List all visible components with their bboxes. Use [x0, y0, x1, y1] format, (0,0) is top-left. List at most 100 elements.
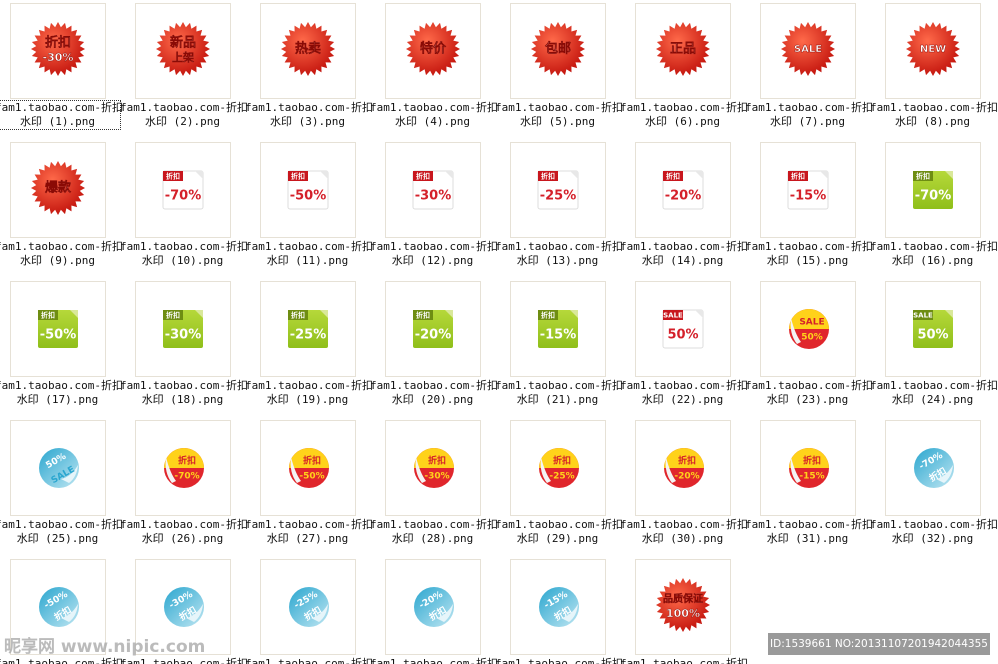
- thumbnail[interactable]: 折扣 -30%: [385, 420, 481, 516]
- file-name[interactable]: fam1.taobao.com-折扣 水印 (28).png: [370, 518, 498, 546]
- thumbnail[interactable]: 折扣 -50%: [10, 281, 106, 377]
- file-name[interactable]: fam1.taobao.com-折扣 水印 (11).png: [245, 240, 373, 268]
- thumbnail[interactable]: -70% 折扣: [885, 420, 981, 516]
- badge-text: -20%: [674, 472, 699, 482]
- thumbnail[interactable]: 折扣 -30%: [385, 142, 481, 238]
- file-name[interactable]: fam1.taobao.com-折扣 水印 (5).png: [495, 101, 623, 129]
- file-name[interactable]: fam1.taobao.com-折扣 水印 (18).png: [120, 379, 248, 407]
- thumbnail[interactable]: 折扣 -50%: [260, 420, 356, 516]
- disc-curl: [61, 604, 78, 622]
- thumbnail[interactable]: SALE 50%: [760, 281, 856, 377]
- file-name-line: fam1.taobao.com-折扣: [495, 240, 623, 253]
- thumbnail[interactable]: SALE: [760, 3, 856, 99]
- file-name[interactable]: fam1.taobao.com-折扣 水印 (10).png: [120, 240, 248, 268]
- file-name[interactable]: fam1.taobao.com-折扣 水印 (15).png: [745, 240, 873, 268]
- thumbnail[interactable]: 折扣 -20%: [635, 420, 731, 516]
- file-name-line: fam1.taobao.com-折扣: [370, 379, 498, 392]
- thumbnail[interactable]: 折扣 -70%: [135, 420, 231, 516]
- file-name[interactable]: fam1.taobao.com-折扣 水印 (14).png: [620, 240, 748, 268]
- file-name[interactable]: fam1.taobao.com-折扣 水印 (32).png: [870, 518, 998, 546]
- file-name-line: 水印 (24).png: [891, 393, 974, 406]
- thumbnail[interactable]: 折扣 -70%: [135, 142, 231, 238]
- thumbnail[interactable]: 折扣 -15%: [760, 142, 856, 238]
- file-name[interactable]: fam1.taobao.com-折扣 水印 (7).png: [745, 101, 873, 129]
- file-name[interactable]: fam1.taobao.com-折扣 水印 (1).png: [0, 100, 123, 130]
- file-name[interactable]: fam1.taobao.com-折扣 水印 (30).png: [620, 518, 748, 546]
- file-name[interactable]: fam1.taobao.com-折扣 水印 (8).png: [870, 101, 998, 129]
- file-name[interactable]: fam1.taobao.com-折扣 水印 (16).png: [870, 240, 998, 268]
- thumbnail[interactable]: 热卖: [260, 3, 356, 99]
- thumbnail[interactable]: -50% 折扣: [10, 559, 106, 655]
- thumbnail[interactable]: NEW: [885, 3, 981, 99]
- file-name[interactable]: fam1.taobao.com-折扣 水印 (29).png: [495, 518, 623, 546]
- file-name[interactable]: fam1.taobao.com-折扣 水印 (27).png: [245, 518, 373, 546]
- badge-text: 爆款: [45, 180, 72, 196]
- thumbnail[interactable]: -20% 折扣: [385, 559, 481, 655]
- file-name[interactable]: fam1.taobao.com-折扣 水印 (20).png: [370, 379, 498, 407]
- file-name-line: fam1.taobao.com-折扣: [245, 518, 373, 531]
- file-name-line: fam1.taobao.com-折扣: [620, 240, 748, 253]
- thumbnail[interactable]: SALE 50%: [885, 281, 981, 377]
- file-name[interactable]: fam1.taobao.com-折扣 水印 (3).png: [245, 101, 373, 129]
- file-name-line: 水印 (28).png: [391, 532, 474, 545]
- file-name-line: 水印 (20).png: [391, 393, 474, 406]
- file-name[interactable]: fam1.taobao.com-折扣 水印 (25).png: [0, 518, 123, 546]
- disc-top: [789, 448, 829, 468]
- thumbnail[interactable]: 折扣 -15%: [510, 281, 606, 377]
- thumbnail[interactable]: 折扣 -20%: [635, 142, 731, 238]
- thumbnail[interactable]: 折扣 -15%: [760, 420, 856, 516]
- badge-icon: 折扣 -30%: [163, 310, 203, 348]
- thumbnail[interactable]: 折扣 -25%: [260, 281, 356, 377]
- file-name[interactable]: fam1.taobao.com-折扣 水印 (31).png: [745, 518, 873, 546]
- file-name[interactable]: fam1.taobao.com-折扣 水印 (26).png: [120, 518, 248, 546]
- thumbnail[interactable]: 折扣 -50%: [260, 142, 356, 238]
- thumbnail[interactable]: -25% 折扣: [260, 559, 356, 655]
- thumbnail[interactable]: -30% 折扣: [135, 559, 231, 655]
- file-name[interactable]: fam1.taobao.com-折扣 水印 (21).png: [495, 379, 623, 407]
- file-name-line: fam1.taobao.com-折扣: [620, 657, 748, 664]
- badge-text: -50%: [40, 328, 77, 343]
- file-name[interactable]: fam1.taobao.com-折扣 水印 (2).png: [120, 101, 248, 129]
- file-name[interactable]: fam1.taobao.com-折扣 水印 (9).png: [0, 240, 123, 268]
- thumbnail[interactable]: 折扣 -25%: [510, 420, 606, 516]
- badge-text: 折扣: [791, 172, 805, 181]
- file-name-line: 水印 (30).png: [641, 532, 724, 545]
- thumbnail[interactable]: 折扣 -30%: [10, 3, 106, 99]
- file-name-line: 水印 (17).png: [16, 393, 99, 406]
- thumbnail[interactable]: 折扣 -25%: [510, 142, 606, 238]
- badge-text: 正品: [670, 42, 696, 57]
- file-name[interactable]: fam1.taobao.com-折扣 水印 (17).png: [0, 379, 123, 407]
- thumbnail[interactable]: 折扣 -70%: [885, 142, 981, 238]
- thumbnail[interactable]: 包邮: [510, 3, 606, 99]
- thumbnail[interactable]: 正品: [635, 3, 731, 99]
- starburst: [281, 22, 335, 76]
- tag-corner: [38, 310, 58, 320]
- file-name[interactable]: fam1.taobao.com-折扣 水印 (24).png: [870, 379, 998, 407]
- file-name[interactable]: fam1.taobao.com-折扣 水印 (19).png: [245, 379, 373, 407]
- badge-text: -30%: [43, 51, 74, 64]
- file-name[interactable]: fam1.taobao.com-折扣 水印 (6).png: [620, 101, 748, 129]
- thumbnail[interactable]: 新品 上架: [135, 3, 231, 99]
- thumbnail[interactable]: 折扣 -30%: [135, 281, 231, 377]
- thumbnail[interactable]: 爆款: [10, 142, 106, 238]
- file-name[interactable]: fam1.taobao.com-折扣 水印 (12).png: [370, 240, 498, 268]
- thumbnail[interactable]: 品质保证 100%: [635, 559, 731, 655]
- file-name[interactable]: fam1.taobao.com-折扣 水印 (23).png: [745, 379, 873, 407]
- file-name[interactable]: fam1.taobao.com-折扣 水印 (22).png: [620, 379, 748, 407]
- thumbnail[interactable]: -15% 折扣: [510, 559, 606, 655]
- thumbnail[interactable]: SALE 50%: [635, 281, 731, 377]
- disc-curl: [290, 457, 301, 483]
- thumbnail[interactable]: 50% SALE: [10, 420, 106, 516]
- file-name[interactable]: fam1.taobao.com-折扣 水印 (4).png: [370, 101, 498, 129]
- thumbnail[interactable]: 特价: [385, 3, 481, 99]
- file-name-line: fam1.taobao.com-折扣: [745, 240, 873, 253]
- thumbnail[interactable]: 折扣 -20%: [385, 281, 481, 377]
- starburst: [656, 22, 710, 76]
- file-name[interactable]: fam1.taobao.com-折扣 水印 (13).png: [495, 240, 623, 268]
